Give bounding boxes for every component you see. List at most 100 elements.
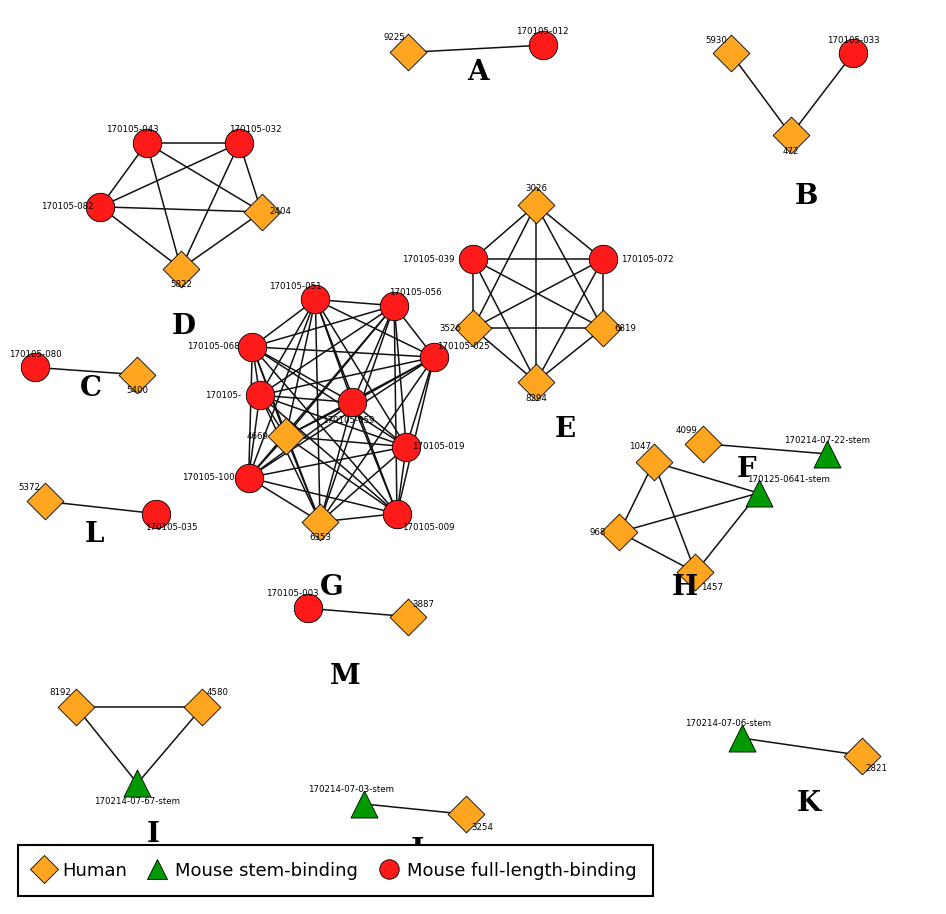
- Point: [345, 395, 360, 409]
- Point: [723, 46, 738, 60]
- Point: [783, 127, 798, 142]
- Text: 968: 968: [590, 527, 606, 537]
- Point: [312, 515, 327, 529]
- Point: [695, 436, 710, 451]
- Text: 170105-009: 170105-009: [402, 523, 455, 532]
- Point: [241, 471, 256, 485]
- Point: [390, 506, 405, 521]
- Point: [535, 37, 551, 52]
- Text: I: I: [147, 822, 160, 848]
- Point: [307, 292, 323, 307]
- Text: 3526: 3526: [440, 324, 462, 333]
- Text: 170105-019: 170105-019: [412, 442, 464, 452]
- Text: J: J: [411, 837, 424, 864]
- Text: 170105-051: 170105-051: [269, 282, 322, 291]
- Text: 3887: 3887: [412, 600, 435, 609]
- Text: 170214-07-67-stem: 170214-07-67-stem: [95, 797, 181, 806]
- Text: 170214-07-03-stem: 170214-07-03-stem: [307, 785, 394, 794]
- Point: [130, 367, 145, 382]
- Text: 170105-100: 170105-100: [183, 473, 236, 482]
- Text: L: L: [85, 521, 104, 547]
- Point: [149, 506, 164, 521]
- Text: 170105-043: 170105-043: [106, 125, 158, 134]
- Point: [301, 601, 316, 616]
- Text: 5400: 5400: [127, 386, 149, 395]
- Point: [734, 731, 749, 746]
- Point: [195, 700, 210, 715]
- Text: 5930: 5930: [705, 36, 727, 45]
- Text: 170105-033: 170105-033: [827, 36, 880, 45]
- Text: 8192: 8192: [49, 688, 71, 697]
- Text: 4580: 4580: [207, 688, 229, 697]
- Point: [27, 360, 43, 375]
- Text: 170105-032: 170105-032: [229, 125, 282, 134]
- Point: [130, 776, 145, 791]
- Point: [173, 261, 188, 276]
- Text: 170105-025: 170105-025: [437, 343, 490, 351]
- Text: 170105-056: 170105-056: [389, 288, 442, 297]
- Text: C: C: [80, 375, 102, 401]
- Text: F: F: [737, 456, 756, 483]
- Text: 6819: 6819: [614, 324, 636, 333]
- Point: [855, 749, 870, 763]
- Point: [356, 797, 371, 812]
- Point: [69, 700, 84, 715]
- Point: [529, 375, 544, 389]
- Text: 170125-0641-stem: 170125-0641-stem: [746, 475, 830, 484]
- Point: [245, 339, 260, 354]
- Point: [688, 565, 703, 579]
- Point: [819, 447, 834, 462]
- Point: [595, 252, 610, 267]
- Text: B: B: [795, 183, 818, 210]
- Text: 170214-07-06-stem: 170214-07-06-stem: [685, 719, 771, 728]
- Point: [139, 135, 154, 150]
- Text: 170105-080: 170105-080: [9, 349, 61, 358]
- Text: 170105-003: 170105-003: [266, 590, 319, 599]
- Text: 170105-072: 170105-072: [621, 255, 674, 264]
- Point: [465, 252, 481, 267]
- Point: [612, 525, 627, 539]
- Point: [646, 455, 661, 470]
- Text: 170214-07-22-stem: 170214-07-22-stem: [784, 436, 870, 445]
- Text: 5372: 5372: [19, 484, 41, 493]
- Text: 170105-068: 170105-068: [187, 343, 239, 351]
- Text: 9225: 9225: [383, 34, 405, 42]
- Point: [278, 429, 293, 443]
- Text: M: M: [330, 663, 360, 690]
- Point: [37, 494, 52, 508]
- Text: 5822: 5822: [170, 280, 192, 289]
- Text: E: E: [555, 416, 576, 442]
- Text: 170105-: 170105-: [204, 390, 240, 399]
- Point: [93, 199, 108, 214]
- Point: [400, 610, 415, 624]
- Point: [595, 321, 610, 335]
- Text: 6353: 6353: [309, 533, 331, 542]
- Text: 170105-059: 170105-059: [322, 417, 374, 425]
- Text: 170105-035: 170105-035: [146, 523, 198, 532]
- Text: 170105-012: 170105-012: [517, 27, 569, 37]
- Point: [387, 298, 402, 313]
- Text: 3254: 3254: [471, 824, 493, 832]
- Text: G: G: [320, 574, 344, 601]
- Point: [400, 45, 415, 59]
- Text: 1457: 1457: [701, 583, 723, 592]
- Text: 2821: 2821: [866, 764, 887, 773]
- Point: [529, 197, 544, 212]
- Point: [398, 440, 413, 454]
- Text: A: A: [466, 59, 488, 87]
- Point: [254, 205, 270, 219]
- Point: [427, 350, 442, 365]
- Point: [846, 46, 861, 60]
- Text: 8294: 8294: [525, 394, 547, 403]
- Text: 2404: 2404: [270, 207, 291, 217]
- Text: 170105-082: 170105-082: [41, 202, 94, 211]
- Point: [751, 485, 766, 500]
- Text: K: K: [797, 791, 821, 817]
- Point: [253, 388, 268, 402]
- Legend: Human, Mouse stem-binding, Mouse full-length-binding: Human, Mouse stem-binding, Mouse full-le…: [19, 845, 653, 896]
- Text: 472: 472: [782, 147, 799, 155]
- Text: 1047: 1047: [629, 442, 651, 452]
- Text: 4099: 4099: [675, 426, 697, 435]
- Point: [458, 807, 473, 822]
- Text: D: D: [172, 313, 196, 340]
